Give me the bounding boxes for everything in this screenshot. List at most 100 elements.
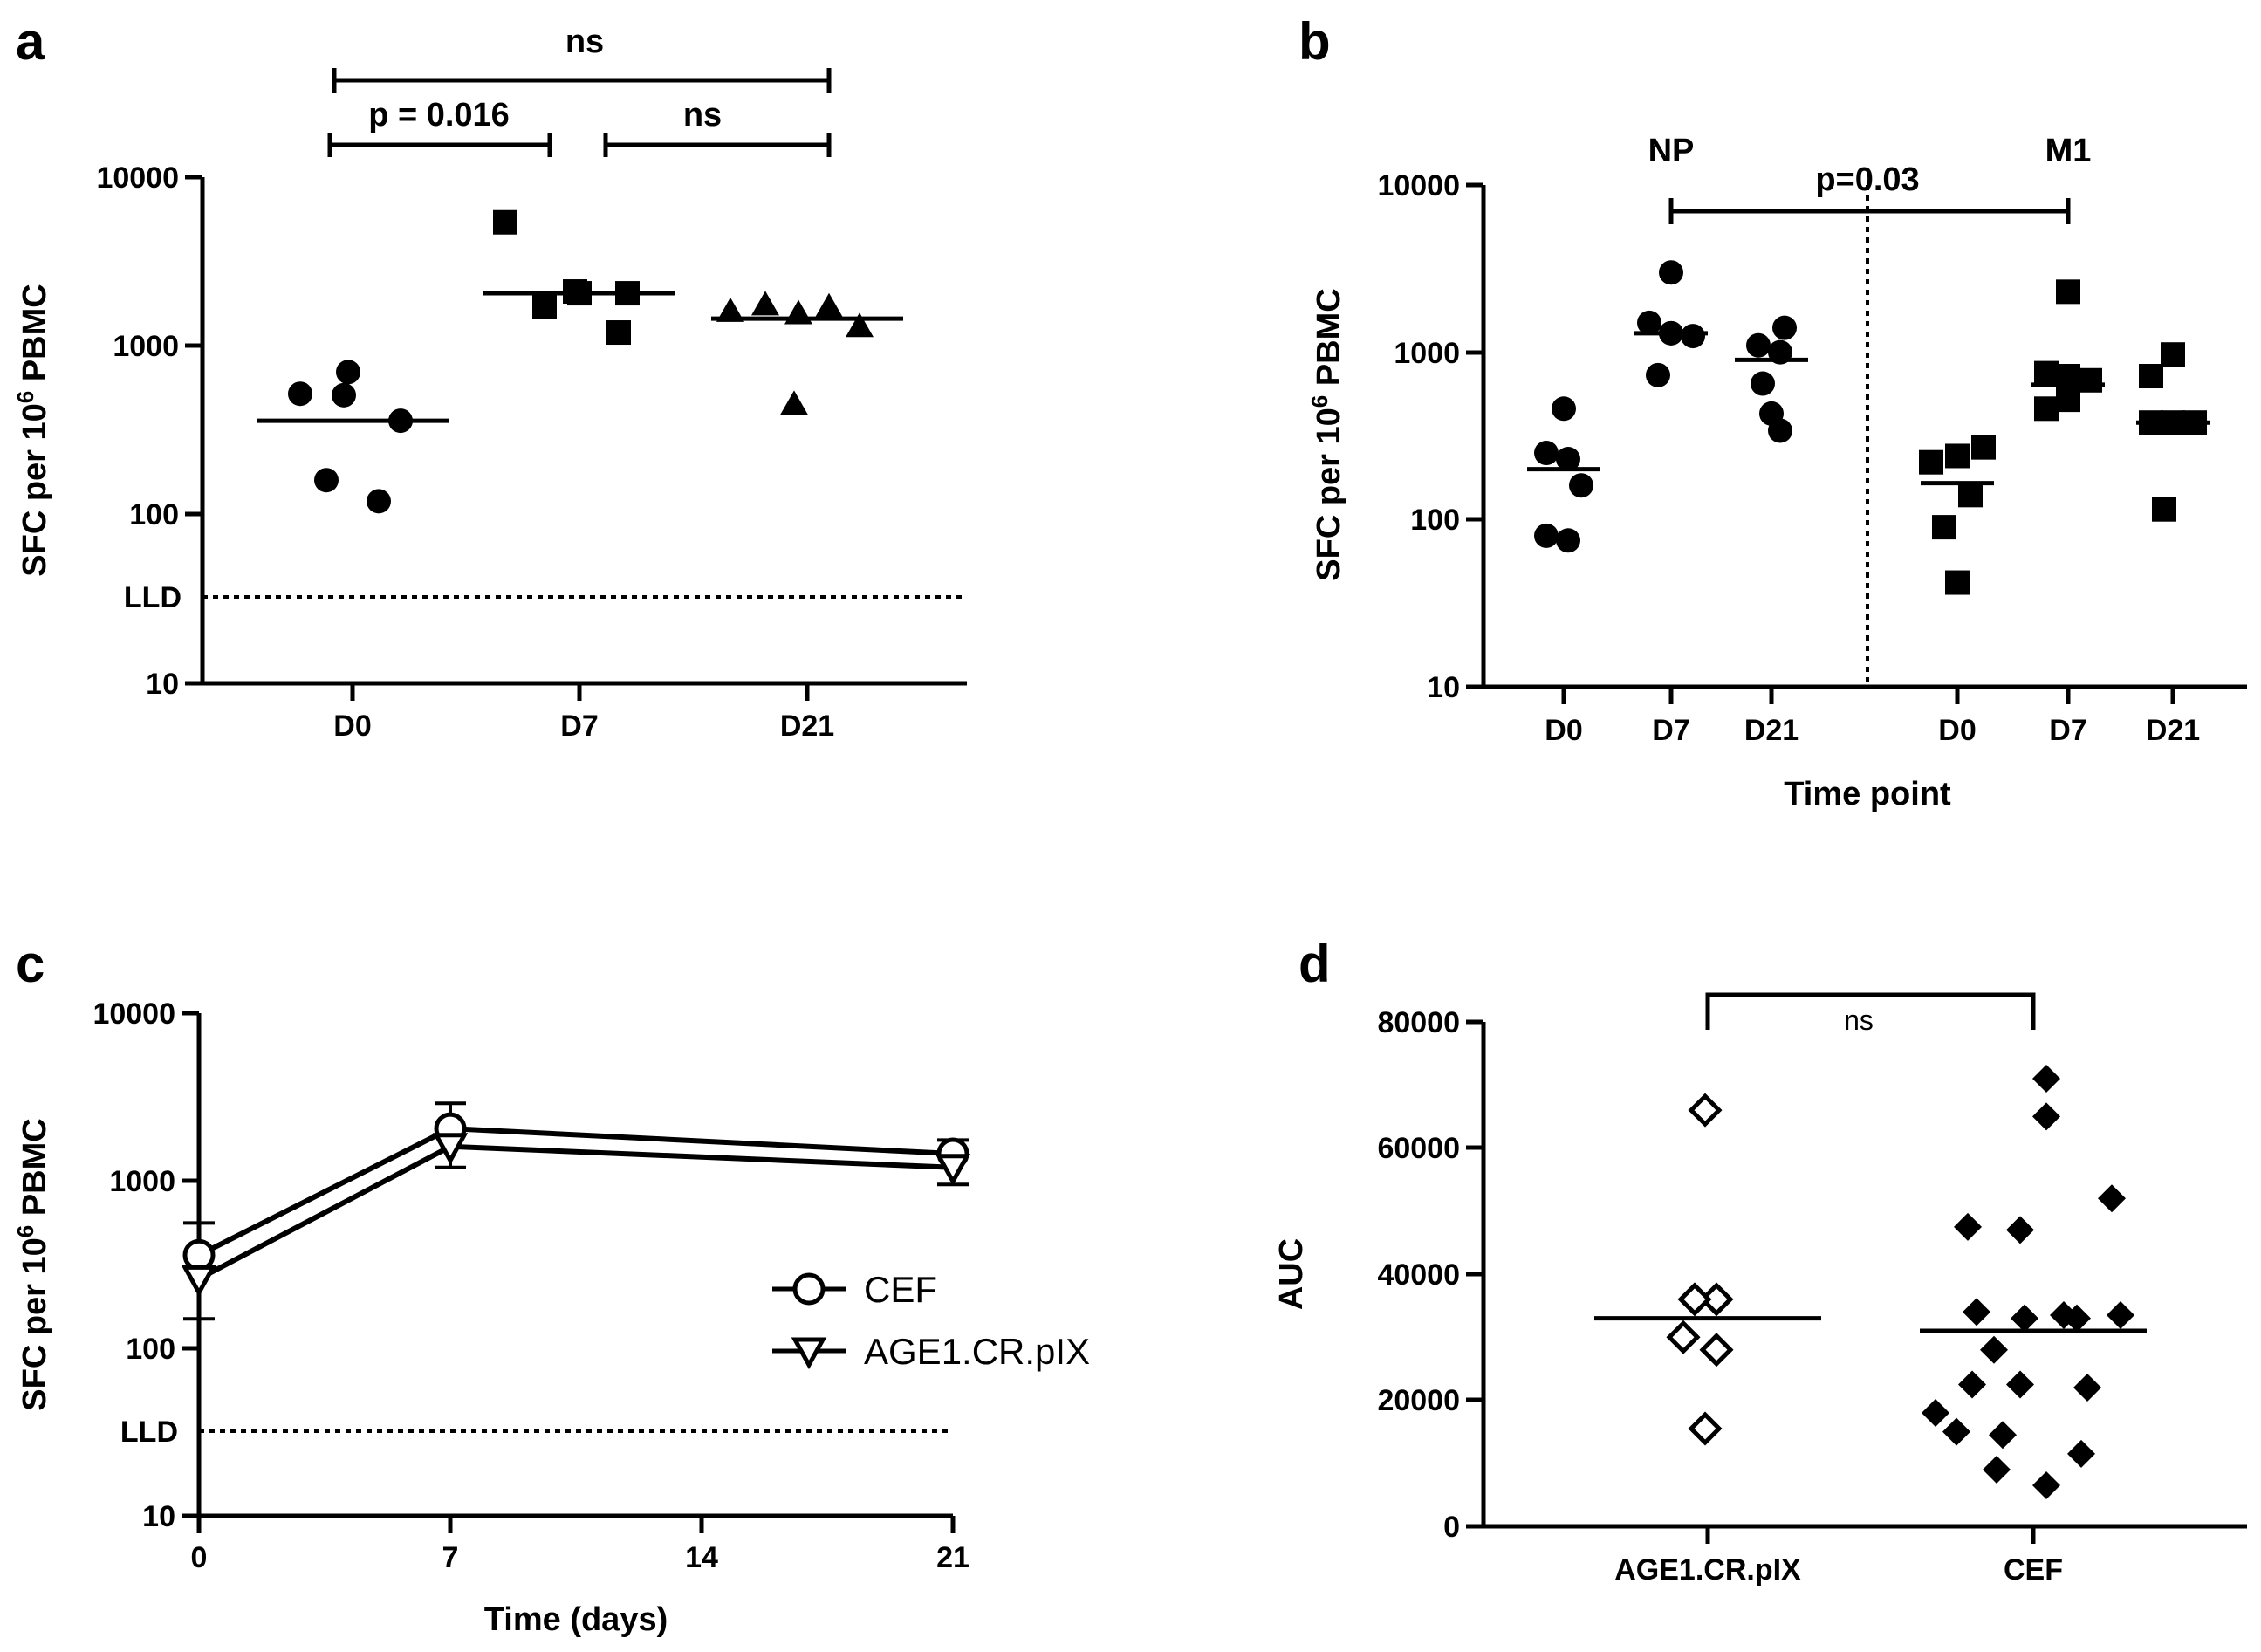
panel-d-point <box>1954 1212 1982 1241</box>
panel-b-point <box>2161 342 2185 367</box>
panel-c-legend: CEF AGE1.CR.pIX <box>772 1269 1090 1372</box>
panel-c-data-marks <box>181 1101 971 1321</box>
panel-a-bracket-d0-d21 <box>332 68 832 93</box>
panel-a-yticklabel: 10 <box>146 668 179 701</box>
panel-b-point <box>1534 523 1559 548</box>
panel-b-point <box>2056 387 2080 413</box>
panel-b-point <box>2034 360 2059 386</box>
panel-a-point <box>493 209 517 235</box>
panel-b-point <box>1552 396 1576 422</box>
panel-b-point <box>2152 497 2176 522</box>
panel-a-point <box>606 320 631 346</box>
panel-d-yticklabel: 80000 <box>1377 1006 1460 1039</box>
panel-a-point <box>846 312 874 338</box>
panel-d-xticklabel-cef: CEF <box>2004 1553 2063 1587</box>
panel-b: b 10000 1000 100 10 D0 D7 D21 D0 D7 D21 … <box>1298 12 2247 812</box>
panel-b-yticklabel: 10 <box>1427 671 1460 704</box>
panel-b-group-label-np: NP <box>1648 133 1695 169</box>
panel-d-point <box>2098 1184 2126 1213</box>
panel-d-bracket <box>1705 992 2036 1030</box>
panel-d-point <box>1666 1320 1701 1354</box>
panel-d-yticklabel: 0 <box>1443 1511 1460 1544</box>
panel-d-point <box>1983 1455 2011 1484</box>
panel-b-point <box>1919 449 1943 475</box>
panel-c-yticklabel: 100 <box>126 1333 175 1366</box>
panel-d-point <box>1688 1093 1723 1128</box>
panel-d-point <box>1922 1398 1949 1427</box>
panel-c-yticklabel: 10 <box>142 1500 175 1533</box>
panel-d-point <box>2067 1439 2095 1468</box>
panel-b-bracket-label: p=0.03 <box>1815 161 1919 198</box>
panel-b-yticklabel: 1000 <box>1394 337 1460 370</box>
panel-b-y-axis-title: SFC per 106 PBMC <box>1306 288 1347 580</box>
panel-a-point <box>332 382 356 408</box>
panel-a-yticklabel: 10000 <box>96 161 179 195</box>
panel-b-bracket-np-m1 <box>1668 198 2071 224</box>
panel-b-point <box>1958 483 1983 508</box>
panel-c-xticklabel: 7 <box>442 1541 459 1574</box>
panel-c-point-cef <box>182 1238 216 1272</box>
panel-a-bracket-d0-d7 <box>327 133 552 157</box>
panel-a-lld-label: LLD <box>124 581 182 614</box>
panel-a-point <box>367 489 391 514</box>
panel-d-point <box>2107 1300 2134 1329</box>
panel-d-point <box>2063 1304 2091 1333</box>
panel-letter-d: d <box>1298 935 1331 993</box>
panel-b-point <box>2034 396 2059 422</box>
panel-d-point <box>1688 1411 1723 1446</box>
panel-b-point <box>1746 332 1771 358</box>
panel-b-point <box>1945 443 1970 469</box>
panel-d-point <box>1942 1417 1970 1446</box>
panel-c-series-line <box>197 1143 954 1281</box>
panel-d-point <box>2006 1216 2034 1244</box>
panel-a-data-marks <box>257 209 903 514</box>
legend-label-age1: AGE1.CR.pIX <box>864 1331 1090 1372</box>
panel-a-yticklabel: 1000 <box>113 330 179 363</box>
panel-c-xticklabel: 21 <box>936 1541 969 1574</box>
panel-a-bracket-label: ns <box>683 97 722 134</box>
panel-a-yticklabel: 100 <box>129 498 179 531</box>
panel-d-point <box>1699 1333 1734 1368</box>
panel-d-bracket-label: ns <box>1844 1004 1874 1036</box>
panel-b-point <box>1945 570 1970 595</box>
panel-d-y-axis-title: AUC <box>1273 1238 1310 1310</box>
panel-b-point <box>1768 418 1792 443</box>
panel-a-point <box>716 297 744 322</box>
panel-c-yticklabel: 10000 <box>92 997 175 1031</box>
panel-d-point <box>1980 1335 2008 1364</box>
legend-label-cef: CEF <box>864 1269 937 1310</box>
panel-c-y-axis-title: SFC per 106 PBMC <box>12 1118 53 1410</box>
panel-b-xticklabel: D7 <box>2049 714 2086 747</box>
panel-a: a 10000 1000 100 10 LLD D0 D7 D21 SFC pe… <box>12 12 967 743</box>
panel-c-x-axis-title: Time (days) <box>484 1601 668 1638</box>
panel-b-point <box>1971 435 1996 460</box>
panel-c-point-age1 <box>181 1265 217 1298</box>
legend-marker-cef <box>792 1272 826 1306</box>
panel-a-point <box>336 360 360 385</box>
panel-d-point <box>2011 1304 2038 1333</box>
panel-d-point <box>1958 1370 1986 1399</box>
panel-b-xticklabel: D7 <box>1652 714 1689 747</box>
panel-d-point <box>1699 1282 1734 1317</box>
panel-a-point <box>288 381 312 407</box>
panel-d-point <box>1963 1298 1990 1326</box>
panel-a-xticklabel-d0: D0 <box>333 709 371 743</box>
panel-a-y-axis-title: SFC per 106 PBMC <box>12 284 53 576</box>
panel-b-xticklabel: D21 <box>2146 714 2200 747</box>
panel-b-xticklabel: D0 <box>1545 714 1582 747</box>
panel-d-point <box>2032 1102 2060 1131</box>
panel-b-point <box>1932 515 1956 540</box>
panel-a-bracket-label: p = 0.016 <box>368 97 510 134</box>
panel-d-point <box>1677 1282 1712 1317</box>
panel-letter-c: c <box>16 935 45 993</box>
panel-b-point <box>1569 473 1593 498</box>
panel-c: c 10000 1000 100 10 LLD 0 7 14 21 Time (… <box>12 935 1090 1638</box>
panel-letter-b: b <box>1298 12 1331 71</box>
panel-b-point <box>2139 364 2163 389</box>
panel-b-xticklabel: D21 <box>1744 714 1799 747</box>
panel-b-x-axis-title: Time point <box>1784 776 1951 812</box>
panel-d-point <box>1989 1421 2017 1450</box>
panel-a-bracket-label: ns <box>565 24 604 60</box>
panel-a-point <box>532 294 557 319</box>
